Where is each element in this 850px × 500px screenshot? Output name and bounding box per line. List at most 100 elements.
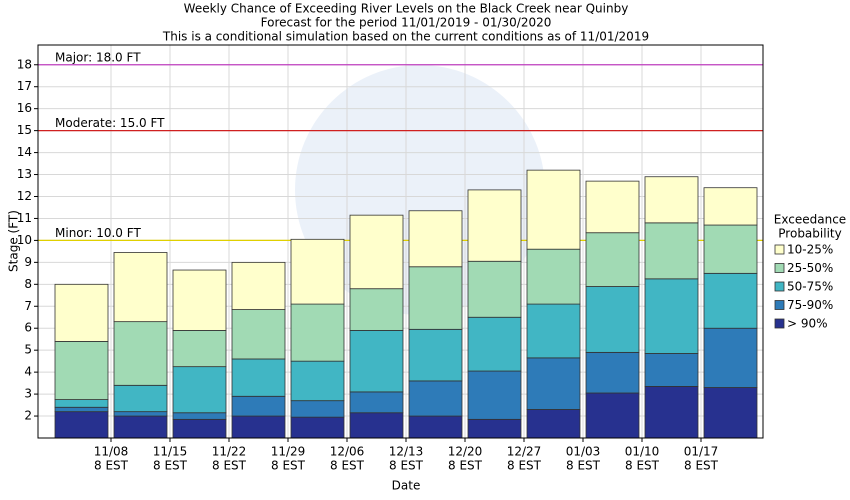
bar-segment	[703, 224, 758, 274]
title-line: Forecast for the period 11/01/2019 - 01/…	[261, 16, 552, 30]
bar-segment	[231, 395, 286, 417]
y-tick-label: 14	[17, 145, 32, 159]
bar-segment	[349, 391, 404, 414]
bar-segment	[703, 387, 758, 439]
x-tick-label: 8 EST	[153, 459, 188, 473]
x-tick-label: 01/10	[625, 445, 660, 459]
legend-label: 10-25%	[787, 243, 833, 257]
bar-segment	[113, 415, 168, 439]
y-tick-label: 16	[17, 101, 32, 115]
legend-swatch	[774, 318, 785, 329]
y-tick-label: 13	[17, 167, 32, 181]
bar-segment	[231, 358, 286, 397]
y-tick-label: 17	[17, 79, 32, 93]
bar-segment	[349, 330, 404, 393]
bar-segment	[526, 357, 581, 410]
bar-segment	[54, 283, 109, 342]
legend-swatch	[774, 244, 785, 255]
x-tick-label: 8 EST	[212, 459, 247, 473]
x-tick-label: 01/17	[684, 445, 719, 459]
y-tick-label: 5	[24, 343, 32, 357]
bar-segment	[408, 266, 463, 330]
y-tick-label: 9	[24, 255, 32, 269]
bar-segment	[172, 366, 227, 414]
bar-segment	[290, 303, 345, 362]
bar-segment	[644, 176, 699, 224]
bar-segment	[467, 189, 522, 262]
bar-segment	[644, 222, 699, 280]
y-tick-label: 3	[24, 387, 32, 401]
y-tick-label: 2	[24, 409, 32, 423]
y-tick-label: 18	[17, 57, 32, 71]
bar-segment	[290, 416, 345, 439]
legend-swatch	[774, 281, 785, 292]
x-tick-label: 11/22	[212, 445, 247, 459]
bar-segment	[467, 260, 522, 318]
bar-segment	[585, 286, 640, 353]
y-tick-label: 10	[17, 233, 32, 247]
x-tick-label: 11/29	[271, 445, 306, 459]
threshold-label: Moderate: 15.0 FT	[55, 116, 165, 130]
x-tick-label: 12/13	[389, 445, 424, 459]
plot-frame	[37, 44, 764, 439]
y-tick-label: 15	[17, 123, 32, 137]
x-tick-label: 8 EST	[625, 459, 660, 473]
bar-segment	[585, 180, 640, 234]
x-tick-label: 8 EST	[507, 459, 542, 473]
y-axis-label: Stage (FT)	[7, 210, 21, 272]
bar-segment	[349, 288, 404, 331]
x-tick-label: 11/08	[94, 445, 129, 459]
bar-segment	[290, 360, 345, 402]
bar-segment	[644, 353, 699, 387]
bar-segment	[349, 412, 404, 439]
bar-segment	[526, 169, 581, 250]
bar-segment	[408, 415, 463, 439]
bar-segment	[467, 418, 522, 439]
y-tick-label: 7	[24, 299, 32, 313]
bar-segment	[703, 327, 758, 388]
x-tick-label: 11/15	[153, 445, 188, 459]
bar-segment	[54, 406, 109, 413]
legend-label: 50-75%	[787, 280, 833, 294]
bar-segment	[290, 238, 345, 305]
x-tick-label: 8 EST	[330, 459, 365, 473]
legend-label: > 90%	[787, 317, 828, 331]
bar-segment	[172, 412, 227, 420]
marks	[54, 169, 758, 439]
bar-segment	[349, 214, 404, 290]
bar-segment	[526, 248, 581, 305]
y-tick-label: 4	[24, 365, 32, 379]
bar-segment	[113, 384, 168, 413]
legend-title: Probability	[778, 227, 841, 241]
x-tick-label: 01/03	[566, 445, 601, 459]
threshold-label: Minor: 10.0 FT	[55, 226, 141, 240]
bar-segment	[585, 351, 640, 394]
threshold-label: Major: 18.0 FT	[55, 50, 141, 64]
bar-segment	[408, 210, 463, 268]
bar-segment	[526, 303, 581, 359]
legend-title: Exceedance	[774, 213, 846, 227]
y-tick-label: 12	[17, 189, 32, 203]
title-line: Weekly Chance of Exceeding River Levels …	[184, 2, 629, 16]
bar-segment	[54, 411, 109, 439]
bar-segment	[113, 411, 168, 417]
y-tick-label: 6	[24, 321, 32, 335]
bar-segment	[113, 252, 168, 323]
title-line: This is a conditional simulation based o…	[162, 30, 649, 44]
x-tick-label: 8 EST	[566, 459, 601, 473]
x-tick-label: 12/27	[507, 445, 542, 459]
bar-segment	[172, 330, 227, 368]
x-tick-label: 8 EST	[389, 459, 424, 473]
x-tick-label: 8 EST	[448, 459, 483, 473]
bar-segment	[467, 370, 522, 420]
x-axis-label: Date	[392, 479, 421, 493]
bar-segment	[113, 321, 168, 386]
legend-swatch	[774, 300, 785, 310]
bar-segment	[172, 418, 227, 439]
bar-segment	[644, 386, 699, 439]
bar-segment	[467, 316, 522, 372]
bar-segment	[54, 399, 109, 408]
bar-segment	[54, 340, 109, 400]
x-tick-label: 12/20	[448, 445, 483, 459]
